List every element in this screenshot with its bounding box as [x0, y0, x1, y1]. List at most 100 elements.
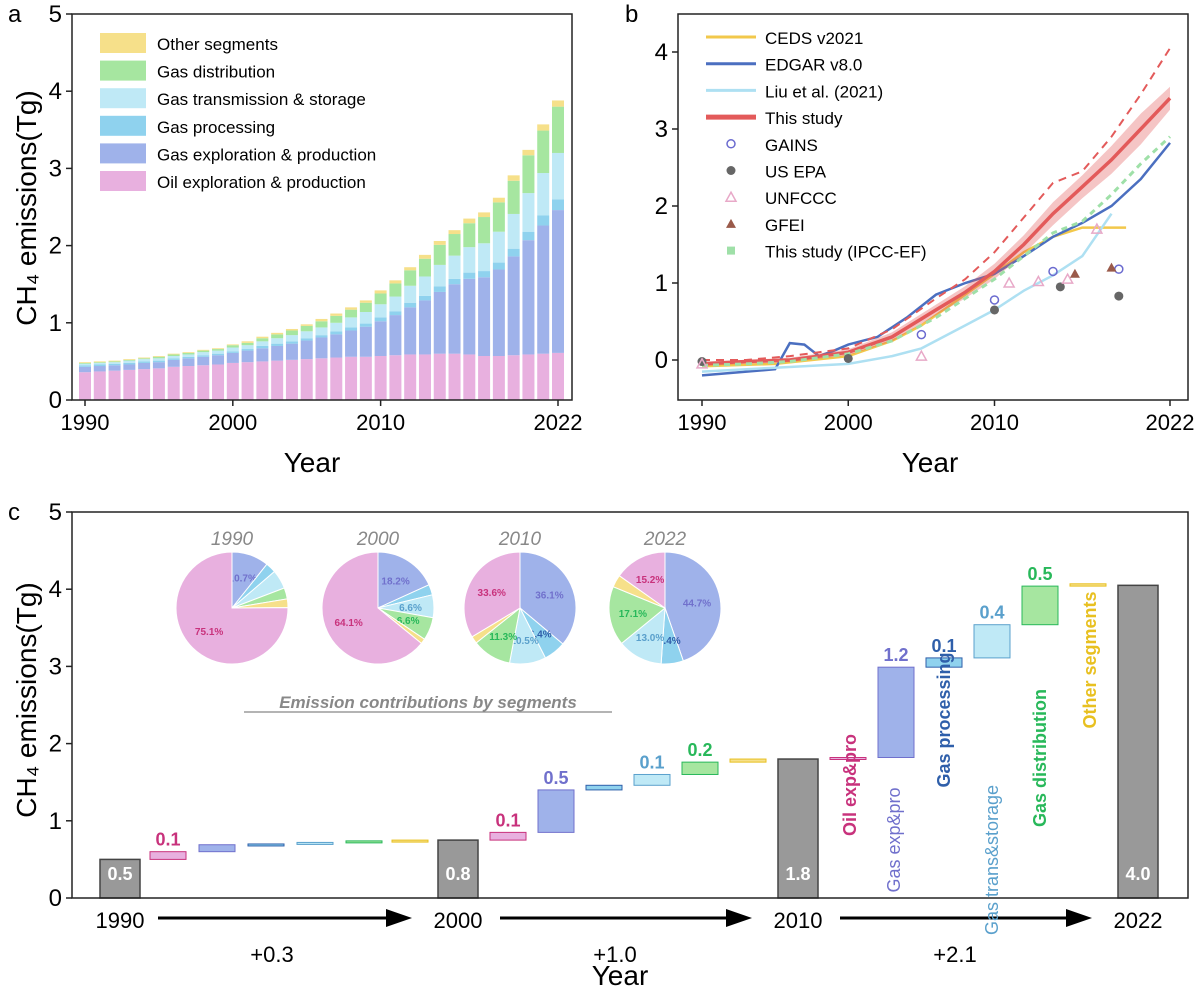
pie-slice-label: 75.1% [195, 627, 223, 638]
pie-year-label: 1990 [211, 529, 254, 550]
legend-label: CEDS v2021 [765, 29, 863, 48]
pie-chart: 2000 18.2% 6.6% 6.6% 64.1% [321, 529, 435, 665]
stacked-bar-segment [404, 354, 417, 400]
stacked-bar-segment [167, 359, 180, 367]
pie-slice-label: 13.0% [636, 633, 664, 644]
panel-c-label: c [8, 499, 20, 526]
stacked-bar-segment [315, 318, 328, 322]
panel-b: b 0 1 2 3 4 1990 2000 2010 2022 Year CEDS v2021 EDGA… [625, 1, 1194, 478]
stacked-bar-segment [345, 356, 358, 400]
y-tick-label: 4 [655, 39, 668, 66]
pie-slice-label: 18.2% [381, 577, 409, 588]
stacked-bar-segment [271, 343, 284, 346]
stacked-bar-segment [152, 368, 165, 400]
stacked-bar-segment [507, 180, 520, 214]
waterfall-step-bar [925, 657, 963, 668]
stacked-bar-segment [212, 364, 225, 400]
pie-slice-label: 33.6% [478, 588, 506, 599]
waterfall-step-label: 0.1 [495, 810, 520, 830]
stacked-bar-segment [241, 349, 254, 351]
stacked-bar-segment [330, 334, 343, 358]
segment-label: Gas exp&pro [884, 787, 904, 892]
series-line [701, 226, 1127, 368]
series-line [701, 212, 1113, 373]
y-tick-label: 4 [49, 78, 62, 105]
y-tick-label: 5 [49, 1, 62, 28]
stacked-bar-segment [315, 358, 328, 400]
pie-year-label: 2000 [356, 529, 400, 550]
stacked-bar-segment [433, 240, 446, 245]
legend-label: Gas processing [157, 118, 275, 137]
y-tick-label: 4 [49, 576, 62, 603]
pie-slice [664, 551, 722, 662]
stacked-bar-segment [79, 362, 91, 363]
x-tick-label: 1990 [678, 410, 727, 435]
stacked-bar-segment [197, 365, 210, 400]
stacked-bar-segment [167, 353, 180, 355]
stacked-bar-segment [478, 277, 491, 356]
legend-label: UNFCCC [765, 189, 837, 208]
marker [1055, 282, 1065, 292]
stacked-bar-segment [418, 276, 431, 296]
pie-slice [321, 551, 423, 665]
stacked-bar-segment [389, 355, 402, 400]
stacked-bar-segment [345, 327, 358, 331]
segment-label: Gas trans&storage [982, 785, 1002, 935]
stacked-bar-segment [433, 286, 446, 292]
stacked-bar-segment [197, 355, 210, 357]
pie-slice-label: 11.3% [489, 632, 517, 643]
y-tick-label: 3 [655, 116, 668, 143]
x-tick-label: 2000 [824, 410, 873, 435]
stacked-bar-segment [93, 366, 106, 372]
axes-frame [677, 13, 1189, 401]
stacked-bar-segment [492, 355, 505, 400]
stacked-bar-segment [271, 338, 284, 344]
panel-a: a 0 1 2 3 4 5 1990 2000 2010 2022 Year CH₄ emissions… [8, 1, 582, 478]
waterfall-step-bar [973, 624, 1011, 659]
waterfall-step-label: 0.4 [979, 603, 1004, 623]
stacked-bar-segment [507, 248, 520, 257]
stacked-bar-segment [182, 366, 195, 400]
stacked-bar-segment [152, 356, 165, 359]
marker [915, 349, 928, 361]
segment-label: Gas distribution [1030, 689, 1050, 827]
pie-slice-label: 44.7% [683, 599, 711, 610]
legend-swatch [100, 33, 146, 53]
stacked-bar-segment [138, 362, 151, 370]
stacked-bar-segment [315, 337, 328, 359]
stacked-bar-segment [197, 356, 210, 366]
waterfall-step-bar [681, 761, 719, 775]
x-year-label: 2000 [434, 908, 483, 933]
stacked-bar-segment [404, 285, 417, 303]
stacked-bar-segment [226, 352, 239, 363]
stacked-bar-segment [522, 155, 535, 194]
stacked-bar-segment [522, 193, 535, 232]
stacked-bar-segment [197, 352, 210, 356]
stacked-bar-segment [152, 360, 165, 363]
series-line [701, 142, 1171, 377]
stacked-bar-segment [167, 358, 180, 360]
stacked-bar-segment [285, 335, 298, 342]
stacked-bar-segment [374, 355, 387, 400]
y-tick-label: 1 [655, 270, 668, 297]
legend-label: EDGAR v8.0 [765, 56, 862, 75]
waterfall-step-bar [829, 756, 867, 760]
stacked-bar-segment [226, 351, 239, 353]
x-tick-label: 2022 [534, 410, 583, 435]
stacked-bar-segment [256, 345, 269, 349]
waterfall-step-label: 0.1 [931, 636, 956, 656]
marker [1114, 291, 1124, 301]
x-tick-label: 2000 [208, 410, 257, 435]
stacked-bar-segment [522, 354, 535, 400]
axes-frame [71, 511, 1189, 899]
pie-slice-label: 10.7% [229, 573, 257, 584]
stacked-bar-segment [552, 199, 564, 211]
stacked-bar-segment [359, 323, 372, 327]
legend-label: Gas distribution [157, 63, 275, 82]
legend-label: Gas exploration & production [157, 145, 376, 164]
stacked-bar-segment [212, 353, 225, 356]
panel-b-label: b [625, 1, 638, 28]
panel-c: c 0.5 1990 0.8 2000 1.8 2010 4.0 2022 0.1 0.1 0.5 0.… [8, 499, 1189, 991]
stacked-bar-segment [492, 202, 505, 232]
